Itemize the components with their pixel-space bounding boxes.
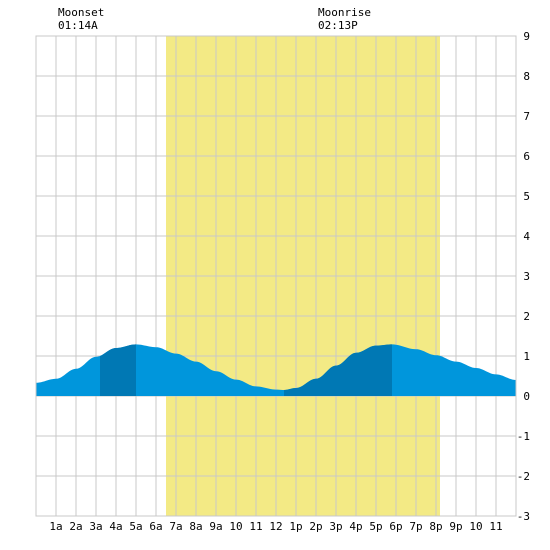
x-tick-labels: 1a 2a 3a 4a 5a 6a 7a 8a 9a 10 11 12 1p 2p 3p 4p 5p 6p 7p 8p… <box>49 520 502 533</box>
y-tick-label: 2 <box>523 310 530 323</box>
x-tick-label: 6a <box>149 520 162 533</box>
y-tick-label: 9 <box>523 30 530 43</box>
y-tick-label: 4 <box>523 230 530 243</box>
y-tick-label: 0 <box>523 390 530 403</box>
x-tick-label: 2a <box>69 520 82 533</box>
y-tick-label: -2 <box>517 470 530 483</box>
y-tick-label: 3 <box>523 270 530 283</box>
x-tick-label: 10 <box>469 520 482 533</box>
moonset-header: Moonset 01:14A <box>58 6 104 32</box>
moonset-time: 01:14A <box>58 19 98 32</box>
moonrise-header: Moonrise 02:13P <box>318 6 371 32</box>
tide-area-main <box>36 344 516 396</box>
x-tick-label: 7a <box>169 520 182 533</box>
plot-border <box>35 35 517 517</box>
x-tick-label: 6p <box>389 520 402 533</box>
moonrise-label: Moonrise <box>318 6 371 19</box>
x-tick-label: 4a <box>109 520 122 533</box>
x-tick-label: 12 <box>269 520 282 533</box>
x-tick-label: 8p <box>429 520 442 533</box>
y-tick-labels: -3 -2 -1 0 1 2 3 4 5 6 7 8 9 <box>517 30 531 523</box>
y-tick-label: 8 <box>523 70 530 83</box>
y-tick-label: 1 <box>523 350 530 363</box>
x-tick-label: 9p <box>449 520 462 533</box>
x-tick-label: 9a <box>209 520 222 533</box>
tide-area-dark <box>100 344 136 396</box>
y-tick-label: -3 <box>517 510 530 523</box>
x-tick-label: 2p <box>309 520 322 533</box>
x-tick-label: 7p <box>409 520 422 533</box>
y-tick-label: 6 <box>523 150 530 163</box>
y-tick-label: 5 <box>523 190 530 203</box>
tide-area-dark <box>284 344 392 396</box>
tide-area <box>36 344 516 396</box>
x-tick-label: 1p <box>289 520 302 533</box>
x-tick-label: 5p <box>369 520 382 533</box>
x-tick-label: 5a <box>129 520 142 533</box>
x-tick-label: 3p <box>329 520 342 533</box>
x-tick-label: 11 <box>489 520 502 533</box>
moonrise-time: 02:13P <box>318 19 358 32</box>
y-tick-label: -1 <box>517 430 530 443</box>
x-tick-label: 10 <box>229 520 242 533</box>
x-tick-label: 11 <box>249 520 262 533</box>
x-tick-label: 3a <box>89 520 102 533</box>
x-tick-label: 8a <box>189 520 202 533</box>
moonset-label: Moonset <box>58 6 105 19</box>
x-tick-label: 4p <box>349 520 362 533</box>
x-tick-label: 1a <box>49 520 62 533</box>
y-tick-label: 7 <box>523 110 530 123</box>
